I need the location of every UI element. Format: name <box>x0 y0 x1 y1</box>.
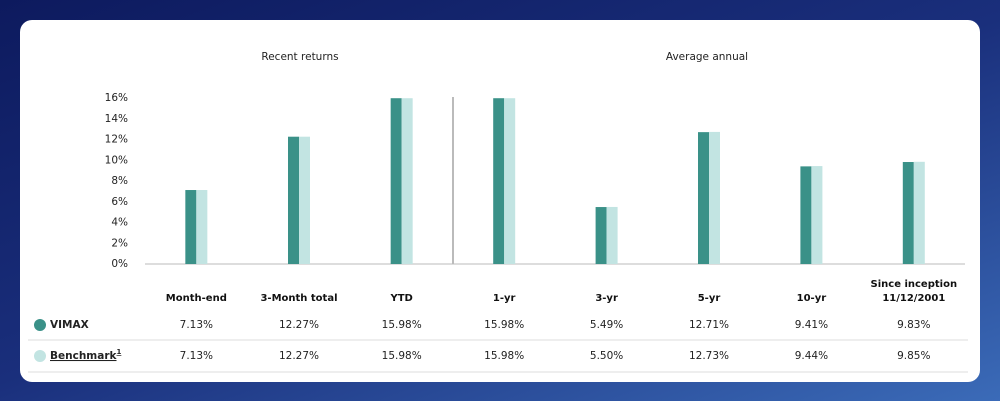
footnote-marker: 1 <box>117 348 122 356</box>
legend-label: Benchmark1 <box>50 348 122 362</box>
value-label: 12.73% <box>689 350 729 362</box>
category-label: Month-end <box>165 293 227 304</box>
bar <box>288 136 299 264</box>
bar <box>493 98 505 265</box>
bar <box>811 166 823 264</box>
group-title: Recent returns <box>261 51 338 63</box>
bar <box>800 166 812 264</box>
y-tick-label: 6% <box>111 196 128 208</box>
y-tick-label: 0% <box>111 258 128 270</box>
value-label: 12.27% <box>279 319 319 331</box>
value-label: 12.27% <box>279 350 319 362</box>
y-tick-label: 8% <box>111 175 128 187</box>
value-label: 9.85% <box>897 350 930 362</box>
value-label: 9.41% <box>795 319 828 331</box>
value-label: 5.50% <box>590 350 623 362</box>
y-tick-label: 16% <box>105 92 128 104</box>
value-label: 7.13% <box>180 350 213 362</box>
value-label: 15.98% <box>484 319 524 331</box>
value-label: 7.13% <box>180 319 213 331</box>
bar <box>185 190 197 264</box>
bar <box>196 190 208 264</box>
category-label: 10-yr <box>796 293 827 304</box>
category-label: YTD <box>390 293 413 304</box>
y-tick-label: 2% <box>111 237 128 249</box>
bar <box>698 132 709 264</box>
value-label: 9.44% <box>795 350 828 362</box>
legend-swatch <box>34 350 46 362</box>
legend-label: VIMAX <box>50 319 89 331</box>
bar <box>913 161 925 264</box>
bar <box>504 98 516 265</box>
value-label: 12.71% <box>689 319 729 331</box>
bar <box>606 206 618 264</box>
category-label: 3-Month total <box>260 293 338 304</box>
bar <box>709 131 720 264</box>
bar <box>595 207 607 264</box>
value-label: 15.98% <box>484 350 524 362</box>
bar <box>401 98 413 265</box>
value-label: 5.49% <box>590 319 623 331</box>
legend-swatch <box>34 319 46 331</box>
category-label: Since inception 11/12/2001 <box>870 279 958 304</box>
bar <box>390 98 402 265</box>
category-label: 5-yr <box>697 293 721 304</box>
bar <box>902 162 914 264</box>
value-label: 15.98% <box>382 350 422 362</box>
bar <box>299 136 310 264</box>
group-title: Average annual <box>666 51 748 63</box>
y-tick-label: 10% <box>105 154 128 166</box>
y-tick-label: 14% <box>105 113 128 125</box>
y-tick-label: 4% <box>111 217 128 229</box>
value-label: 9.83% <box>897 319 930 331</box>
value-label: 15.98% <box>382 319 422 331</box>
category-label: 3-yr <box>595 293 618 304</box>
y-tick-label: 12% <box>105 134 128 146</box>
category-label: 1-yr <box>492 293 516 304</box>
